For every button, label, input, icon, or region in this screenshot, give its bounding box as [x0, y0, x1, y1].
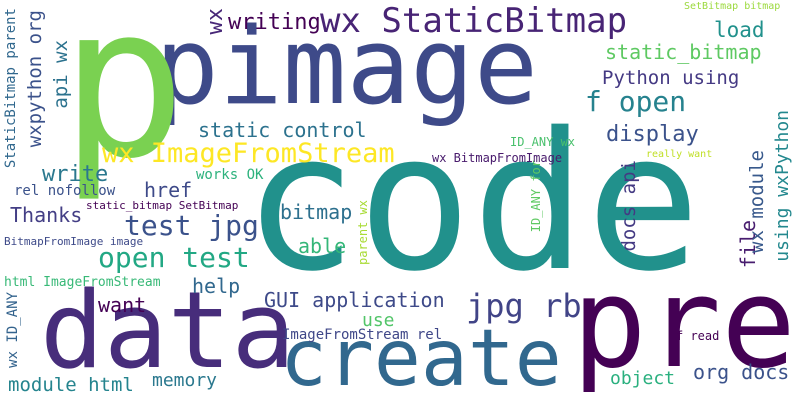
- word-python-using: Python using: [602, 67, 740, 89]
- word-pre: pre: [572, 252, 796, 396]
- word-parent-wx: parent wx: [356, 200, 370, 266]
- word-org-docs: org docs: [693, 360, 790, 384]
- word-static-bitmap: static_bitmap: [605, 40, 762, 64]
- word-wx-imagefromstream: wx ImageFromStream: [102, 138, 395, 169]
- word-data: data: [40, 269, 296, 392]
- word-pimage: pimage: [155, 5, 538, 128]
- word-test-jpg: test jpg: [124, 209, 259, 242]
- word-rel-nofollow: rel nofollow: [14, 183, 116, 199]
- word-imagefromstream-rel: ImageFromStream rel: [282, 327, 443, 343]
- word-load: load: [714, 18, 765, 42]
- word-module-html: module html: [8, 374, 134, 396]
- word-display: display: [606, 122, 699, 147]
- word-wxpython-org: wxpython org: [24, 10, 46, 148]
- word-html-imagefromstream: html ImageFromStream: [4, 275, 161, 290]
- word-code: code: [243, 92, 701, 313]
- word-really-want: really want: [646, 149, 713, 160]
- word-static-control: static control: [198, 118, 367, 142]
- word-writing: writing: [228, 10, 321, 35]
- word-staticbitmap-parent: StaticBitmap parent: [3, 8, 19, 169]
- word-api-wx: api wx: [50, 40, 72, 109]
- word-wx-module: wx module: [746, 150, 768, 253]
- word-use: use: [362, 310, 395, 331]
- word-works-ok: works OK: [196, 167, 264, 183]
- word-able: able: [298, 234, 347, 258]
- word-help: help: [192, 274, 241, 298]
- word-docs-api: docs api: [618, 160, 640, 252]
- word-f-open: f open: [585, 85, 687, 118]
- word-gui-application: GUI application: [264, 288, 445, 312]
- word-static-bitmap-setbitmap: static_bitmap SetBitmap: [86, 199, 239, 212]
- word-open-test: open test: [98, 241, 250, 274]
- word-f-read: f read: [676, 329, 720, 343]
- word-object: object: [610, 368, 676, 389]
- word-id-any-for: ID_ANY for: [529, 160, 543, 233]
- word-wx-bitmapfromimage: wx BitmapFromImage: [432, 151, 563, 165]
- word-id-any-wx: ID_ANY wx: [510, 135, 576, 149]
- word-thanks: Thanks: [10, 203, 83, 227]
- word-wx-staticbitmap: wx StaticBitmap: [320, 1, 628, 41]
- word-wx: wx: [203, 8, 228, 35]
- word-href: href: [144, 178, 193, 202]
- word-using-wxpython: using wxPython: [772, 110, 793, 262]
- word-bitmapfromimage-image: BitmapFromImage image: [4, 235, 144, 248]
- word-memory: memory: [152, 370, 218, 391]
- word-setbitmap-bitmap: SetBitmap bitmap: [684, 1, 781, 12]
- word-jpg-rb: jpg rb: [466, 287, 582, 325]
- word-p: p: [60, 0, 187, 205]
- word-create: create: [280, 314, 562, 400]
- word-bitmap: bitmap: [280, 200, 353, 224]
- word-wx-id-any: wx ID_ANY: [5, 292, 21, 368]
- word-write: write: [42, 162, 109, 187]
- word-want: want: [98, 293, 147, 317]
